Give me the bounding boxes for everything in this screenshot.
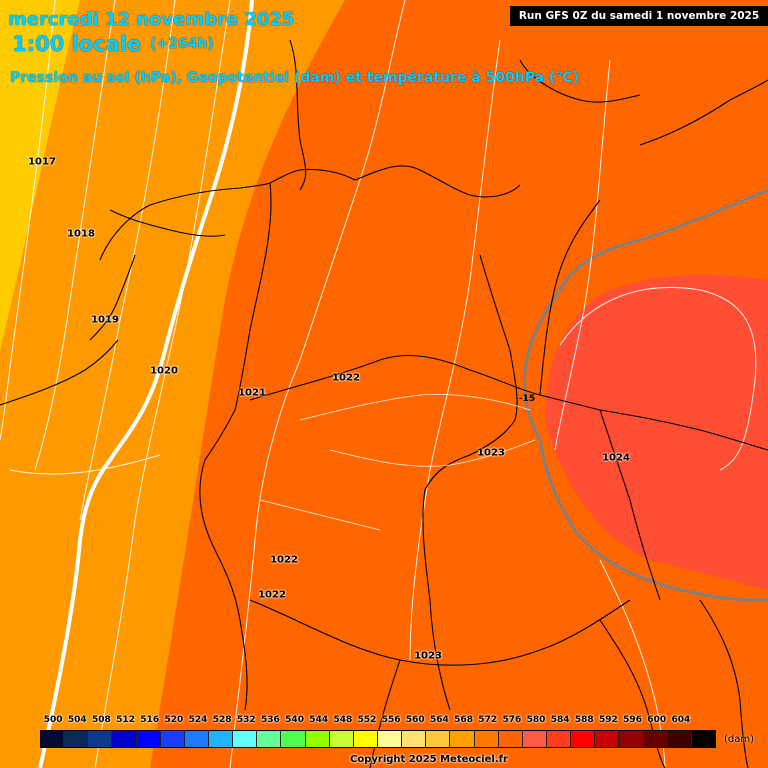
legend-value: 504	[67, 715, 87, 725]
legend-swatch	[40, 730, 65, 748]
geopotential-legend: 500 504 508 512 516 520 524 528 532 536 540 544 548 5…	[40, 712, 768, 768]
legend-swatch	[522, 730, 547, 748]
legend-swatch	[426, 730, 451, 748]
legend-swatch	[305, 730, 330, 748]
legend-unit: (dam)	[724, 734, 755, 745]
legend-swatch	[353, 730, 378, 748]
legend-swatch	[498, 730, 523, 748]
map-parameters: Pression au sol (hPa), Geopotentiel (dam…	[10, 70, 579, 86]
borders	[0, 39, 768, 768]
legend-value: 580	[526, 715, 546, 725]
legend-value: 520	[164, 715, 184, 725]
legend-value: 600	[647, 715, 667, 725]
legend-value: 512	[116, 715, 135, 725]
legend-value: 516	[140, 715, 160, 725]
legend-value: 548	[333, 715, 353, 725]
pressure-label: 1023	[477, 447, 505, 459]
legend-swatch	[619, 730, 644, 748]
legend-swatch	[281, 730, 306, 748]
forecast-date: mercredi 12 novembre 2025	[8, 9, 295, 30]
pressure-label: 1024	[602, 452, 630, 464]
legend-value: 564	[430, 715, 449, 725]
inner-borders	[259, 394, 536, 531]
pressure-label: 1019	[91, 314, 119, 326]
legend-swatch	[450, 730, 475, 748]
pressure-label: 1017	[28, 156, 56, 168]
legend-swatch	[474, 730, 499, 748]
legend-value: 540	[285, 715, 304, 725]
legend-value: 576	[502, 715, 522, 725]
isotherm-label: -15	[518, 394, 536, 404]
legend-value: 568	[454, 715, 473, 725]
pressure-label: 1018	[67, 228, 95, 240]
legend-swatch	[643, 730, 668, 748]
legend-swatch	[257, 730, 282, 748]
legend-value: 560	[405, 715, 425, 725]
isotherm-minus-15	[522, 188, 768, 602]
legend-value: 532	[236, 715, 256, 725]
run-info: Run GFS 0Z du samedi 1 novembre 2025	[510, 6, 768, 26]
legend-swatch	[571, 730, 596, 748]
legend-value: 556	[381, 715, 401, 725]
pressure-label: 1022	[258, 589, 286, 601]
legend-swatch	[667, 730, 692, 748]
legend-swatch	[160, 730, 185, 748]
legend-swatch	[329, 730, 354, 748]
forecast-hour: 1:00 locale	[12, 32, 142, 56]
legend-value: 500	[43, 715, 63, 725]
legend-value: 572	[478, 715, 498, 725]
legend-value: 592	[599, 715, 618, 725]
legend-swatch	[88, 730, 113, 748]
geopotential-field-560	[0, 0, 80, 350]
legend-swatch	[112, 730, 137, 748]
legend-value: 528	[212, 715, 232, 725]
legend-swatch	[184, 730, 209, 748]
pressure-label: 1023	[414, 650, 442, 662]
legend-swatch	[233, 730, 258, 748]
legend-value: 524	[188, 715, 208, 725]
copyright: Copyright 2025 Meteociel.fr	[350, 754, 508, 765]
legend-swatch	[402, 730, 427, 748]
legend-swatch	[136, 730, 161, 748]
legend-swatch	[378, 730, 403, 748]
pressure-label: 1021	[238, 387, 266, 399]
legend-swatch	[691, 730, 716, 748]
legend-value: 544	[309, 715, 329, 725]
pressure-label: 1020	[150, 365, 178, 377]
legend-value: 596	[623, 715, 642, 725]
legend-swatch	[209, 730, 234, 748]
legend-value: 552	[357, 715, 377, 725]
pressure-label: 1022	[332, 372, 360, 384]
legend-swatch	[547, 730, 572, 748]
isohypse-bold	[38, 0, 254, 768]
legend-value: 588	[574, 715, 594, 725]
forecast-offset: (+264h)	[150, 36, 214, 52]
geopotential-field-572	[545, 275, 768, 590]
legend-value: 536	[261, 715, 280, 725]
legend-value: 508	[92, 715, 111, 725]
legend-value: 584	[550, 715, 570, 725]
pressure-label: 1022	[270, 554, 298, 566]
legend-swatch	[595, 730, 620, 748]
legend-swatch	[64, 730, 89, 748]
legend-value: 604	[671, 715, 691, 725]
